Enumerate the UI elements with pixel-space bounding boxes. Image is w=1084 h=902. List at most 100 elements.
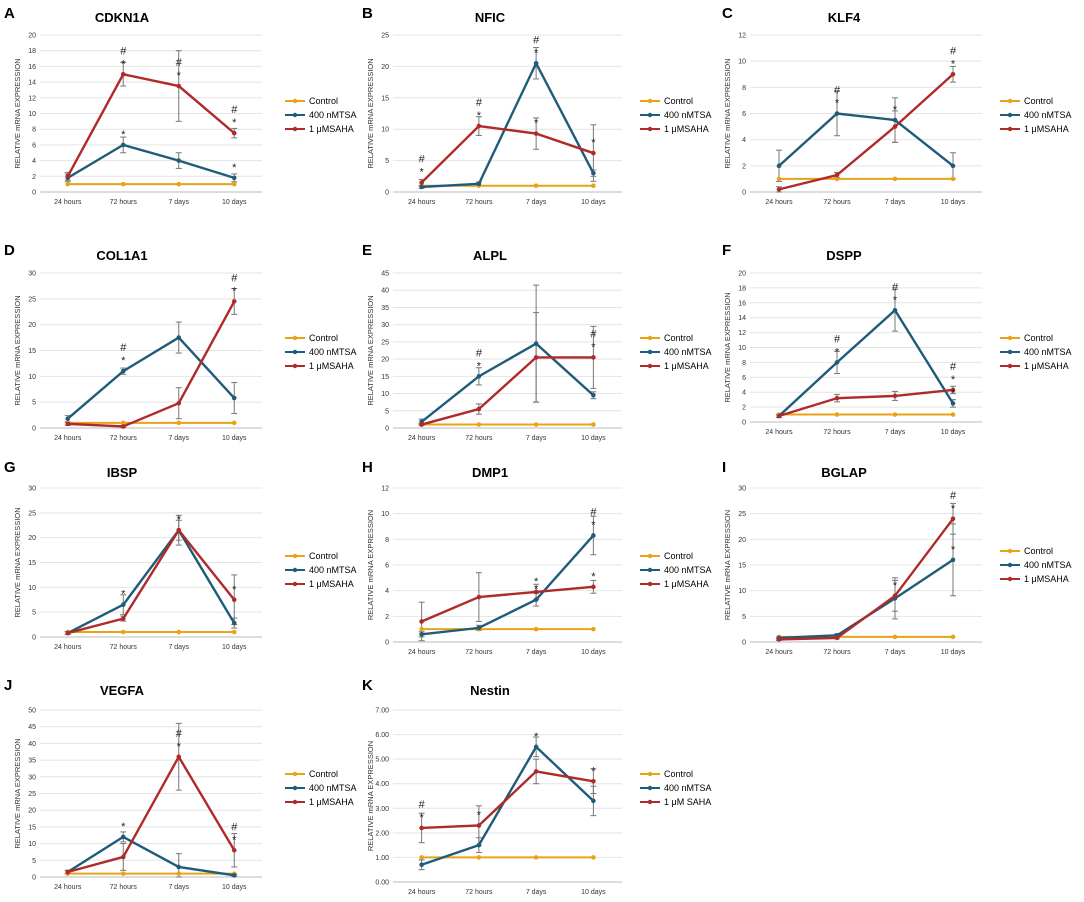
data-point xyxy=(65,416,71,422)
data-point xyxy=(776,187,782,192)
y-axis-label: RELATIVE mRNA EXPRESSION xyxy=(13,58,22,168)
data-point xyxy=(533,422,539,427)
legend-label: 400 nMTSA xyxy=(664,565,712,575)
data-point xyxy=(892,117,898,123)
significance-mark: # xyxy=(476,347,483,359)
chart-title: Nestin xyxy=(470,683,510,698)
y-tick-label: 8 xyxy=(385,537,389,544)
x-tick-label: 7 days xyxy=(526,199,547,206)
data-point xyxy=(892,393,898,399)
legend-label: 1 μMSAHA xyxy=(1024,574,1069,584)
significance-mark: * xyxy=(477,809,482,821)
significance-mark: * xyxy=(177,741,182,753)
data-point xyxy=(591,183,596,189)
significance-mark: * xyxy=(893,294,898,306)
y-tick-label: 30 xyxy=(28,774,36,781)
y-tick-label: 0 xyxy=(742,420,746,427)
y-axis-label: RELATIVE mRNA EXPRESSION xyxy=(366,510,375,620)
significance-mark: * xyxy=(232,834,237,846)
significance-mark: * xyxy=(177,70,182,82)
y-tick-label: 0 xyxy=(385,190,389,197)
data-point xyxy=(776,637,782,642)
data-point xyxy=(231,420,237,426)
data-point xyxy=(834,635,840,641)
significance-mark: * xyxy=(534,584,539,596)
chart-panel-E: E ALPL 0 5 10 15 20 25 30 35 40 45 24 hours 72 hours 7… xyxy=(362,242,712,442)
legend-marker xyxy=(292,126,298,132)
y-tick-label: 20 xyxy=(28,535,36,542)
data-point xyxy=(120,142,126,148)
x-tick-label: 7 days xyxy=(526,435,547,442)
y-axis-label: RELATIVE mRNA EXPRESSION xyxy=(13,507,22,617)
series-line xyxy=(67,300,236,428)
legend-label: 400 nMTSA xyxy=(309,347,357,357)
data-point xyxy=(533,589,539,595)
significance-mark: * xyxy=(591,137,596,149)
y-tick-label: 8 xyxy=(32,127,36,134)
y-tick-label: 25 xyxy=(738,511,746,518)
x-tick-label: 24 hours xyxy=(408,435,436,442)
x-tick-label: 72 hours xyxy=(110,884,138,891)
data-point xyxy=(533,355,539,360)
y-axis-label: RELATIVE mRNA EXPRESSION xyxy=(723,292,732,402)
significance-mark: * xyxy=(232,285,237,297)
data-point xyxy=(176,871,182,876)
data-point xyxy=(231,620,237,626)
data-point xyxy=(120,616,126,621)
data-point xyxy=(176,83,182,89)
data-point xyxy=(476,625,482,631)
data-point xyxy=(65,174,71,179)
significance-mark: * xyxy=(177,514,182,526)
y-tick-label: 5 xyxy=(385,408,389,415)
y-tick-label: 6.00 xyxy=(375,732,389,739)
chart-title: DSPP xyxy=(826,248,862,263)
series-line xyxy=(778,112,954,167)
significance-mark: * xyxy=(419,812,424,824)
y-tick-label: 4 xyxy=(385,588,389,595)
x-tick-label: 7 days xyxy=(526,649,547,656)
chart-panel-B: B NFIC 0 5 10 15 20 25 24 hours 72 hours 7 days 10 … xyxy=(362,5,712,206)
x-tick-label: 24 hours xyxy=(765,429,793,436)
y-tick-label: 0 xyxy=(742,640,746,647)
data-point xyxy=(533,769,539,774)
y-axis-label: RELATIVE mRNA EXPRESSION xyxy=(13,738,22,848)
data-point xyxy=(892,412,898,417)
y-tick-label: 12 xyxy=(381,486,389,493)
significance-mark: * xyxy=(121,355,126,367)
legend-marker xyxy=(647,799,653,805)
data-point xyxy=(120,602,126,608)
y-tick-label: 6 xyxy=(32,142,36,149)
x-tick-label: 7 days xyxy=(885,199,906,206)
legend-label: Control xyxy=(664,769,693,779)
y-tick-label: 40 xyxy=(28,741,36,748)
y-tick-label: 15 xyxy=(381,95,389,102)
data-point xyxy=(231,175,237,181)
data-point xyxy=(950,516,956,522)
data-point xyxy=(65,421,71,427)
significance-mark: # xyxy=(950,361,957,373)
x-tick-label: 10 days xyxy=(581,889,606,896)
y-tick-label: 6 xyxy=(742,111,746,118)
y-tick-label: 18 xyxy=(738,285,746,292)
significance-mark: # xyxy=(892,281,899,293)
legend-marker xyxy=(647,581,653,587)
y-tick-label: 30 xyxy=(381,322,389,329)
legend-label: Control xyxy=(309,769,338,779)
x-tick-label: 10 days xyxy=(222,644,247,651)
significance-mark: * xyxy=(951,374,956,386)
y-tick-label: 10 xyxy=(28,111,36,118)
data-point xyxy=(476,855,482,860)
legend-label: Control xyxy=(309,551,338,561)
y-tick-label: 3.00 xyxy=(375,806,389,813)
legend-marker xyxy=(1007,335,1013,341)
y-tick-label: 15 xyxy=(28,560,36,567)
significance-mark: * xyxy=(951,58,956,70)
series-line xyxy=(421,356,594,426)
legend-marker xyxy=(647,126,653,132)
x-tick-label: 72 hours xyxy=(465,199,493,206)
significance-mark: * xyxy=(477,110,482,122)
y-axis-label: RELATIVE mRNA EXPRESSION xyxy=(366,741,375,851)
data-point xyxy=(176,629,182,635)
y-tick-label: 0 xyxy=(385,640,389,647)
x-tick-label: 10 days xyxy=(222,199,247,206)
